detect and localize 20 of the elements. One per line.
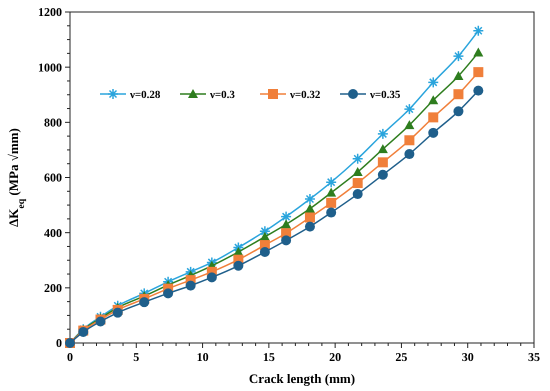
y-tick-label: 0 <box>56 336 62 350</box>
x-tick-label: 10 <box>196 350 209 364</box>
y-tick-label: 800 <box>44 116 62 130</box>
x-tick-label: 30 <box>462 350 474 364</box>
legend-label: ν=0.28 <box>129 88 161 101</box>
legend-label: ν=0.3 <box>209 88 236 101</box>
y-tick-label: 600 <box>44 170 62 185</box>
x-tick-label: 20 <box>329 350 342 364</box>
x-tick-label: 15 <box>262 350 275 364</box>
y-tick-label: 400 <box>44 226 62 240</box>
y-tick-label: 200 <box>44 281 62 296</box>
x-tick-label: 5 <box>133 350 140 364</box>
x-axis-title: Crack length (mm) <box>248 371 356 386</box>
x-tick-label: 0 <box>67 350 73 364</box>
y-tick-label: 1000 <box>38 60 62 74</box>
legend-label: ν=0.32 <box>289 88 321 101</box>
y-tick-label: 1200 <box>38 5 62 20</box>
x-tick-label: 25 <box>395 350 408 364</box>
x-tick-label: 35 <box>528 350 540 364</box>
legend-label: ν=0.35 <box>369 88 401 101</box>
